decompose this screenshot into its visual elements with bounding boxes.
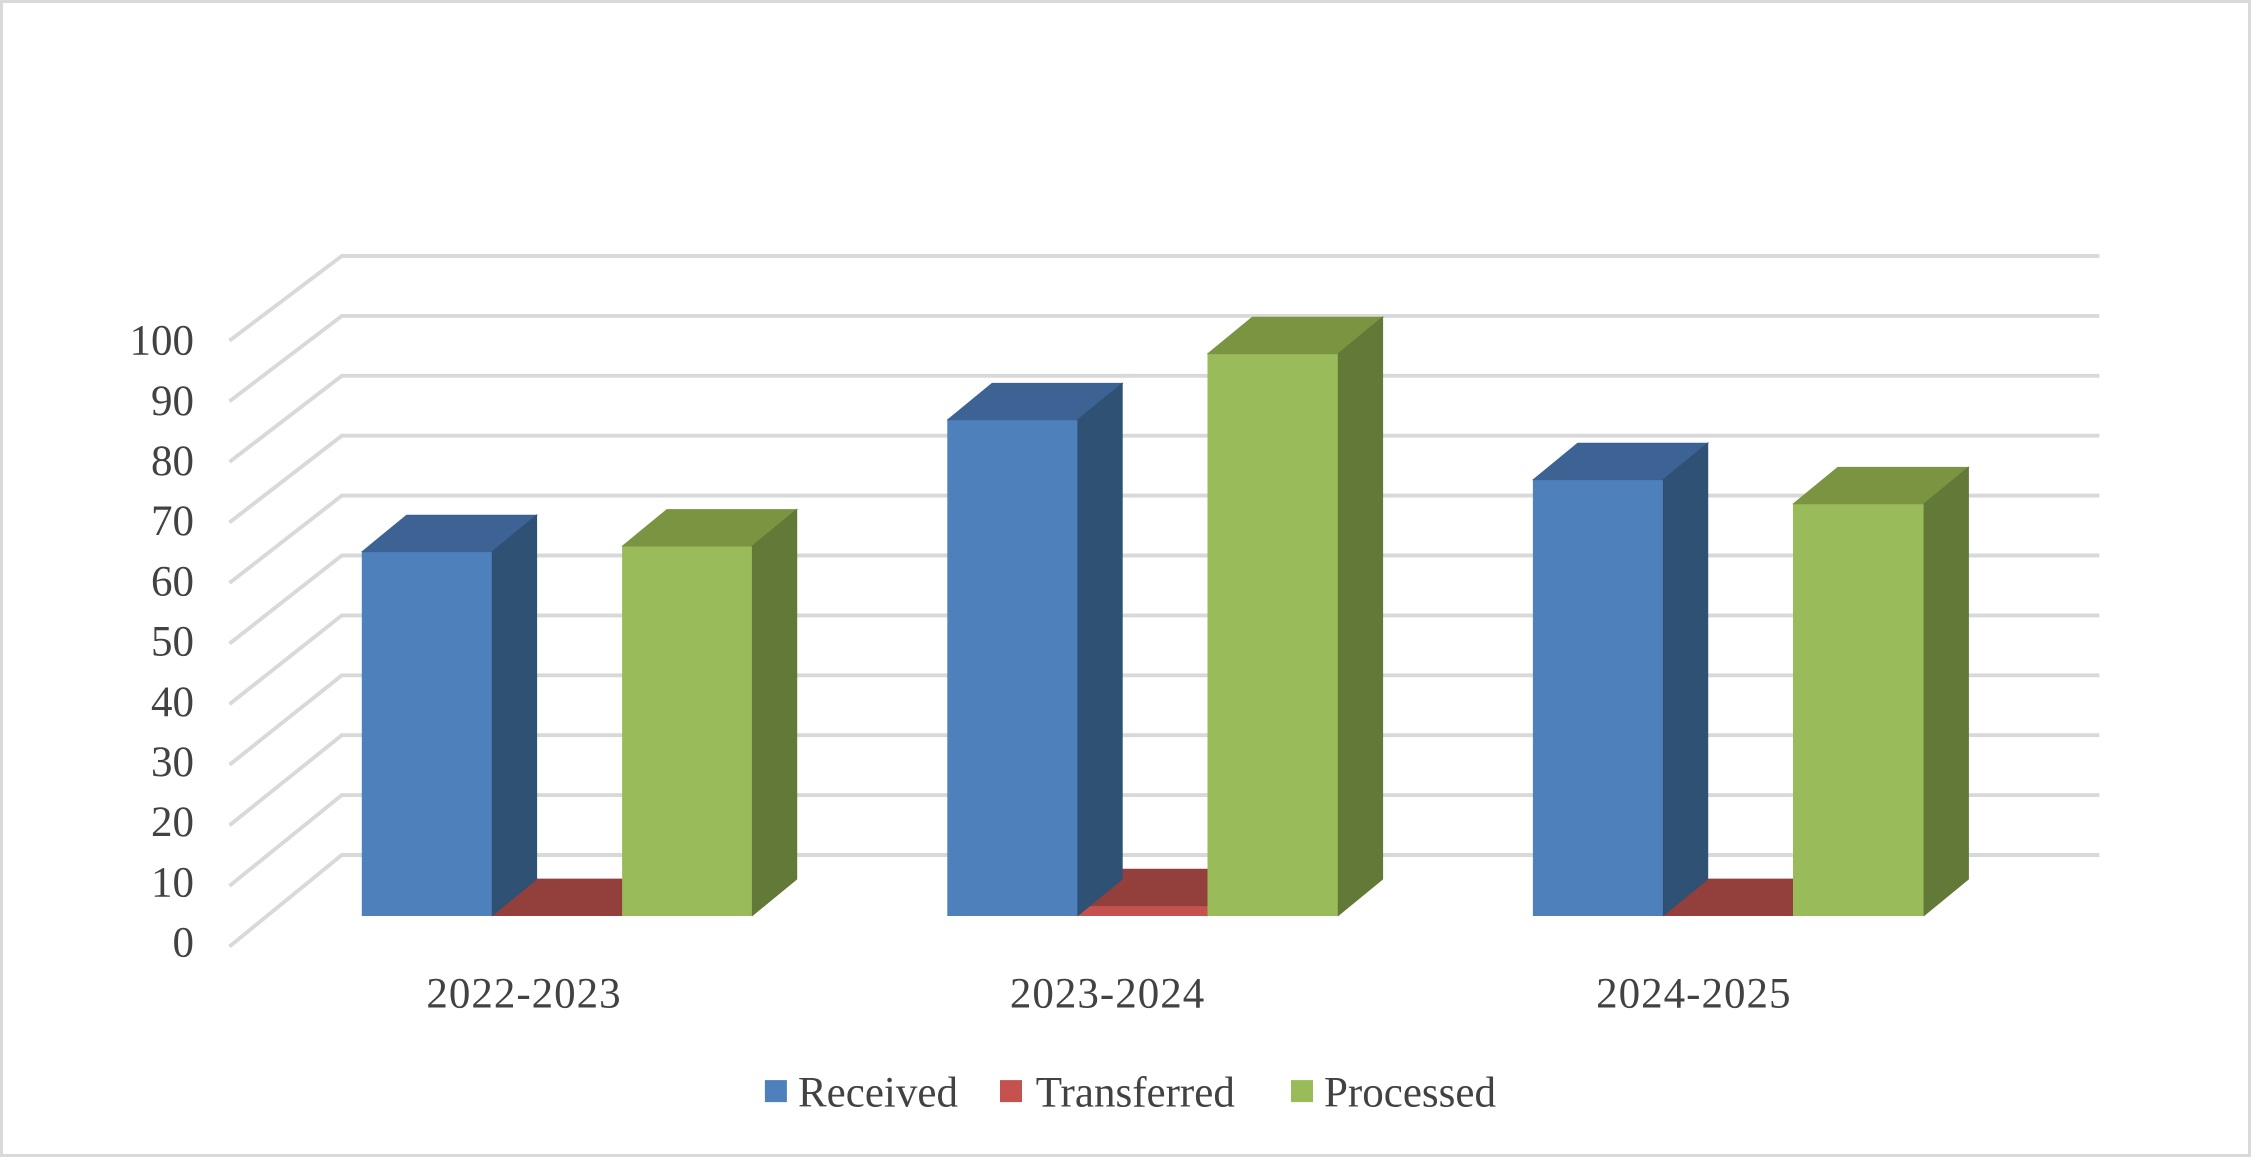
svg-text:80: 80	[151, 438, 194, 485]
svg-text:0: 0	[173, 920, 195, 967]
svg-text:Processed: Processed	[1324, 1070, 1496, 1117]
svg-text:30: 30	[151, 739, 194, 786]
svg-text:100: 100	[130, 318, 195, 365]
svg-text:2023-2024: 2023-2024	[1010, 970, 1205, 1017]
svg-text:50: 50	[151, 619, 194, 666]
svg-text:90: 90	[151, 378, 194, 425]
svg-text:Received: Received	[798, 1070, 958, 1117]
svg-text:20: 20	[151, 799, 194, 846]
svg-text:70: 70	[151, 498, 194, 545]
svg-text:10: 10	[151, 859, 194, 906]
svg-text:Transferred: Transferred	[1036, 1070, 1235, 1117]
svg-text:2022-2023: 2022-2023	[426, 970, 621, 1017]
svg-text:40: 40	[151, 679, 194, 726]
svg-text:2024-2025: 2024-2025	[1596, 970, 1791, 1017]
svg-text:60: 60	[151, 558, 194, 605]
